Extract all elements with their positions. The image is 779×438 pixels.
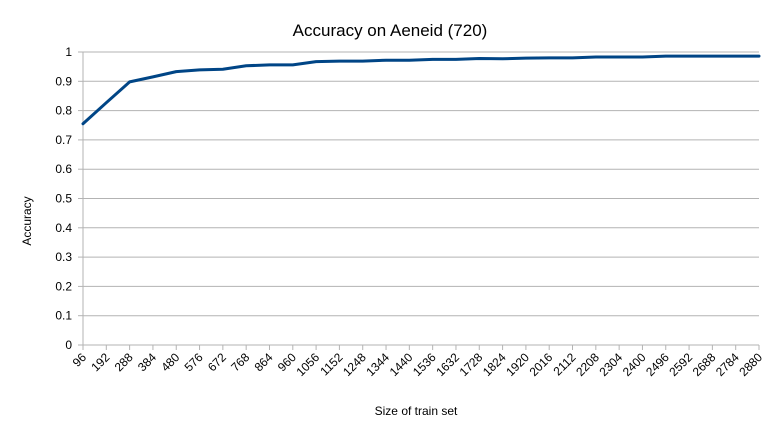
x-axis-title: Size of train set [375, 404, 458, 418]
x-tick-label: 2208 [573, 350, 602, 379]
x-tick-label: 2784 [713, 350, 742, 379]
y-tick-label: 0.3 [55, 250, 72, 264]
y-tick-label: 0.9 [55, 74, 72, 88]
x-tick-label: 1920 [503, 350, 532, 379]
y-tick-label: 0.6 [55, 162, 72, 176]
x-tick-label: 192 [88, 350, 112, 374]
x-tick-label: 864 [252, 350, 276, 374]
y-tick-label: 0.4 [55, 221, 72, 235]
x-tick-label: 288 [112, 350, 136, 374]
x-tick-label: 384 [135, 350, 159, 374]
y-tick-label: 0 [65, 338, 72, 352]
x-tick-label: 1536 [410, 350, 439, 379]
x-tick-label: 480 [158, 350, 182, 374]
x-tick-label: 2400 [620, 350, 649, 379]
axes [78, 51, 760, 350]
x-tick-label: 2304 [596, 350, 625, 379]
y-tick-label: 0.8 [55, 104, 72, 118]
x-tick-label: 1440 [387, 350, 416, 379]
chart-title: Accuracy on Aeneid (720) [293, 21, 488, 40]
y-tick-labels: 0 0.1 0.2 0.3 0.4 0.5 0.6 0.7 0.8 0.9 1 [55, 45, 72, 352]
x-tick-label: 672 [205, 350, 229, 374]
series-line [81, 54, 761, 126]
y-axis-title: Accuracy [20, 196, 34, 245]
x-tick-label: 768 [228, 350, 252, 374]
x-tick-label: 1248 [340, 350, 369, 379]
x-tick-label: 2112 [550, 350, 578, 378]
x-tick-labels: 96 192 288 384 480 576 672 768 864 96010561152124… [70, 350, 766, 379]
x-tick-label: 2592 [666, 350, 695, 379]
x-tick-label: 2016 [527, 350, 556, 379]
gridlines [83, 51, 759, 346]
x-tick-label: 2880 [736, 350, 765, 379]
x-tick-label: 1728 [457, 350, 486, 379]
x-tick-label: 1056 [293, 350, 322, 379]
x-tick-label: 2496 [643, 350, 672, 379]
y-tick-label: 0.5 [55, 192, 72, 206]
x-tick-label: 96 [70, 350, 90, 370]
x-tick-label: 2688 [690, 350, 719, 379]
x-tick-label: 1632 [433, 350, 462, 379]
y-tick-label: 0.1 [55, 309, 72, 323]
y-tick-label: 0.7 [55, 133, 72, 147]
x-tick-label: 576 [182, 350, 206, 374]
x-tick-label: 1152 [317, 350, 345, 378]
x-tick-label: 1344 [363, 350, 392, 379]
y-tick-label: 0.2 [55, 279, 72, 293]
x-tick-label: 1824 [480, 350, 509, 379]
series [81, 54, 761, 126]
y-tick-label: 1 [65, 45, 72, 59]
